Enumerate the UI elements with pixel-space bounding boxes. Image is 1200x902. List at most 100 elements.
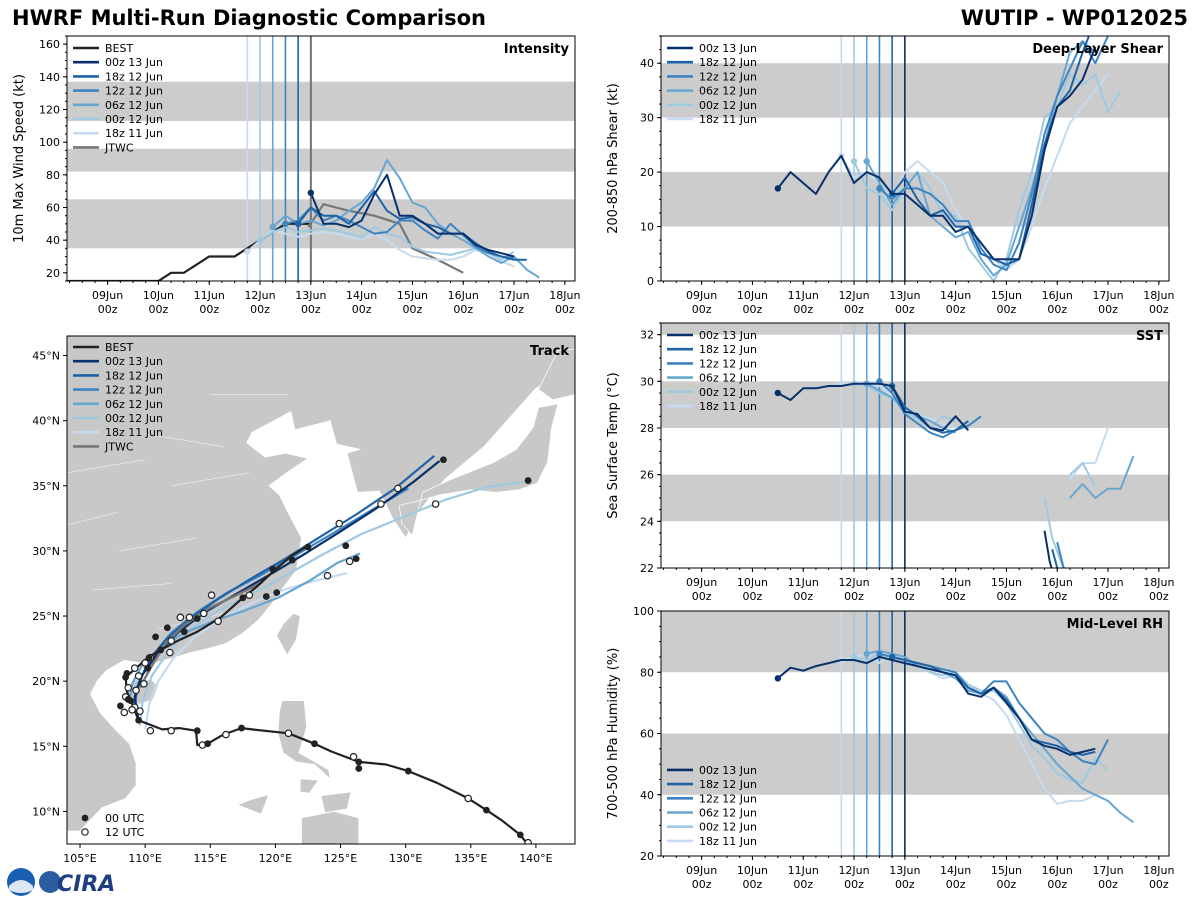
hokkaido-land [538,348,575,401]
x-tick-label-day: 11Jun [788,576,819,589]
shaded-band [661,63,1169,118]
shear-panel-title: Deep-Layer Shear [1032,42,1163,57]
sst-chart: 22242628303209Jun00z10Jun00z11Jun00z12Ju… [606,322,1174,603]
y-tick-label: 160 [39,38,60,51]
border-line [93,583,172,591]
x-tick-label-hour: 00z [555,303,575,316]
best-track-00utc-point [269,565,277,573]
best-track-00utc-point [342,542,350,550]
best-track-12utc-point [349,752,358,761]
series-line-0 [777,46,1097,261]
x-tick-label-hour: 00z [946,878,966,891]
series-line-4 [259,226,515,261]
best-track-12utc-point [124,683,133,692]
border-line [67,459,146,474]
best-track-12utc-point [207,591,216,600]
legend-label: 18z 11 Jun [699,400,757,413]
x-tick-label-day: 12Jun [838,864,869,877]
x-tick-label-hour: 00z [352,303,372,316]
x-tick-label-day: 11Jun [194,289,225,302]
x-tick-label-hour: 00z [844,590,864,603]
intensity-plot-area [67,36,575,281]
best-track-00utc-point [304,543,312,551]
x-tick-label-day: 10Jun [737,576,768,589]
y-tick-label: 20 [640,850,654,863]
best-track-12utc-point [130,664,139,672]
x-tick-label-day: 15Jun [991,576,1022,589]
x-tick-label-day: 17Jun [1092,576,1123,589]
x-tick-label-hour: 00z [1047,590,1067,603]
x-tick-label-day: 10Jun [737,289,768,302]
best-track-00utc-point [440,456,447,464]
series-start-marker [876,650,883,658]
shear-plot-area [661,36,1169,281]
y-tick-label: 22 [640,562,654,575]
legend-label: 00z 12 Jun [105,412,163,425]
visayas-island-land [299,778,320,794]
x-tick-label-hour: 00z [946,303,966,316]
legend-label: 06z 12 Jun [105,398,163,411]
legend-label: 18z 12 Jun [699,343,757,356]
y-tick-label: 120 [39,104,60,117]
series-start-marker [863,158,870,165]
best-track-12utc-point [335,519,344,528]
x-tick-label-hour: 00z [793,878,813,891]
y-tick-label: 28 [640,422,654,435]
series-start-marker [863,650,870,658]
sst-plot-area [661,323,1169,568]
x-tick-label-day: 16Jun [1042,289,1073,302]
best-track-00utc-point [288,556,296,564]
x-tick-label-hour: 00z [692,878,712,891]
legend-label: 18z 11 Jun [105,426,163,439]
series-line-0 [777,655,1096,756]
legend-label: JTWC [104,141,134,154]
x-tick-label-day: 13Jun [889,576,920,589]
legend-label: 00z 12 Jun [699,99,757,112]
best-track-12utc-point [345,557,354,566]
legend-label: 00z 12 Jun [699,386,757,399]
rh-plot-area [661,611,1169,856]
legend-label: 00z 13 Jun [105,355,163,368]
x-tick-label-day: 17Jun [1092,864,1123,877]
storm-id-title: WUTIP - WP012025 [960,6,1188,30]
best-track-12utc-point [214,617,222,626]
x-tick-label-day: 09Jun [92,289,123,302]
x-tick-label-hour: 00z [98,303,118,316]
legend-12utc-marker [81,828,89,836]
best-track-00utc-point [152,633,159,641]
x-tick-label-hour: 00z [997,590,1017,603]
best-track-00utc-point [124,696,132,703]
legend-label: 18z 12 Jun [105,70,163,83]
legend-label: 00z 13 Jun [699,329,757,342]
best-track-12utc-point [431,500,440,508]
y-tick-label: 80 [46,169,60,182]
best-track-00utc-point [352,555,360,563]
cira-logo-text: CIRA [57,872,115,897]
x-tick-label-day: 18Jun [1143,864,1174,877]
x-tick-label-hour: 00z [895,590,915,603]
x-tick-label-day: 18Jun [549,289,580,302]
sst-panel-title: SST [1136,329,1163,344]
palawan-land [236,793,270,815]
x-tick-label-day: 18Jun [1143,289,1174,302]
best-track-00utc-point [204,740,212,748]
legend-label: 00z 12 Jun [699,821,757,834]
y-tick-label: 60 [640,728,654,741]
legend-label: 18z 11 Jun [105,127,163,140]
best-track-00utc-point [516,831,524,839]
x-tick-label-hour: 00z [997,878,1017,891]
legend-label: BEST [105,42,133,55]
y-tick-label: 40 [640,789,654,802]
track-map-area [67,336,575,844]
x-tick-label-hour: 00z [250,303,270,316]
x-tick-label-day: 10Jun [737,864,768,877]
x-tick-label-hour: 00z [453,303,473,316]
best-track-12utc-point [132,686,140,695]
x-tick-label-day: 16Jun [1042,864,1073,877]
legend-label: 00z 13 Jun [699,42,757,55]
y-tick-label: 80 [640,666,654,679]
best-track-00utc-point [144,664,152,672]
